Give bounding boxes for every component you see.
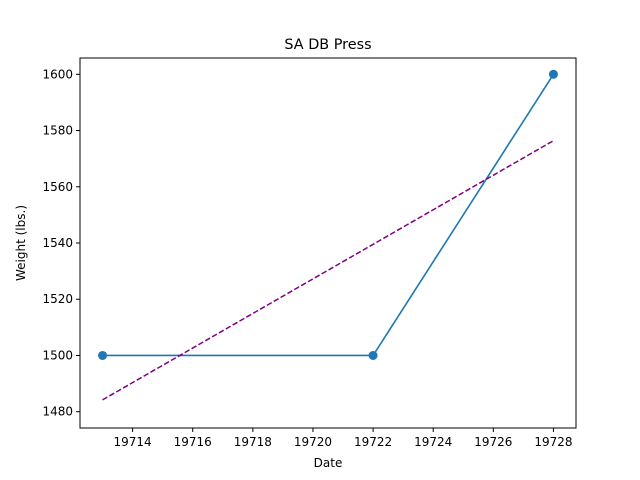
- y-tick-label: 1520: [42, 292, 73, 306]
- x-tick-label: 19714: [114, 435, 152, 449]
- x-tick-label: 19716: [174, 435, 212, 449]
- y-tick-label: 1540: [42, 236, 73, 250]
- x-tick-label: 19724: [414, 435, 452, 449]
- y-tick-label: 1560: [42, 180, 73, 194]
- x-tick-label: 19728: [534, 435, 572, 449]
- y-tick-label: 1500: [42, 348, 73, 362]
- data-point: [368, 350, 378, 360]
- data-point: [98, 350, 108, 360]
- x-tick-label: 19722: [354, 435, 392, 449]
- y-axis-title: Weight (lbs.): [14, 205, 28, 281]
- x-axis: 19714 19716 19718 19720 19722 19724 19726 19728: [114, 428, 573, 449]
- data-point: [548, 69, 558, 79]
- y-tick-label: 1600: [42, 67, 73, 81]
- y-axis: 1480 1500 1520 1540 1560 1580 1600: [42, 67, 80, 419]
- y-tick-label: 1480: [42, 405, 73, 419]
- plot-area: [98, 69, 558, 401]
- x-axis-title: Date: [314, 456, 343, 470]
- x-tick-label: 19726: [474, 435, 512, 449]
- x-tick-label: 19718: [234, 435, 272, 449]
- chart-title: SA DB Press: [284, 37, 371, 53]
- y-tick-label: 1580: [42, 124, 73, 138]
- x-tick-label: 19720: [294, 435, 332, 449]
